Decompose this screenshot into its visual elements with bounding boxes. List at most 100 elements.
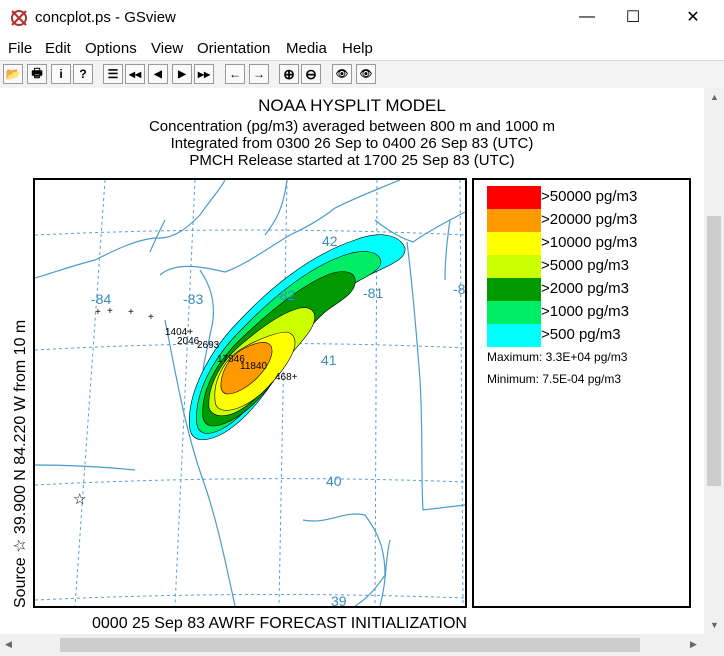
concentration-map: -84 -83 -82 -81 -80 42 41 40 39 + + + + … (33, 178, 467, 608)
zoom-in-button[interactable]: ⊕ (279, 64, 299, 84)
legend-label: >500 pg/m3 (541, 326, 621, 343)
prev-page-button[interactable]: ◀ (148, 64, 168, 84)
menu-orientation[interactable]: Orientation (197, 40, 271, 57)
legend-label: >5000 pg/m3 (541, 257, 629, 274)
last-page-button[interactable]: ▶▶ (194, 64, 214, 84)
station-value-4: 17846 (217, 354, 245, 365)
station-value-2: 2046 (177, 336, 200, 347)
horizontal-scrollbar[interactable]: ◀ ▶ (0, 634, 704, 656)
station-plus-1: + (95, 307, 101, 318)
last-page-icon: ▶▶ (197, 69, 211, 79)
first-page-button[interactable]: ◀◀ (125, 64, 145, 84)
map-grid (35, 180, 465, 606)
legend-label: >1000 pg/m3 (541, 303, 629, 320)
scroll-right-icon[interactable]: ▶ (690, 639, 697, 649)
map-boundaries (35, 180, 465, 606)
toolbar: 📂 🖶 i ? ☰ ◀◀ ◀ ▶ ▶▶ ← → ⊕ ⊖ 👁 👁 (0, 60, 724, 89)
lon-label-84: -84 (91, 291, 111, 307)
find-next-button[interactable]: 👁 (356, 64, 376, 84)
plume-contours (189, 234, 406, 440)
menu-options[interactable]: Options (85, 40, 137, 57)
zoom-out-button[interactable]: ⊖ (301, 64, 321, 84)
forward-button[interactable]: → (249, 64, 269, 84)
vertical-scroll-thumb[interactable] (707, 216, 721, 486)
help-icon: ? (79, 67, 87, 81)
find-icon: 👁 (335, 68, 349, 80)
open-icon: 📂 (5, 67, 21, 81)
legend-item: >500 pg/m3 (487, 324, 687, 347)
scroll-down-icon[interactable]: ▼ (710, 620, 719, 630)
legend-label: >50000 pg/m3 (541, 188, 638, 205)
close-icon: ✕ (686, 9, 700, 26)
legend-swatch (487, 278, 541, 301)
lat-label-41: 41 (321, 352, 337, 368)
goto-page-icon: ☰ (107, 67, 119, 81)
print-icon: 🖶 (31, 65, 43, 80)
forward-icon: → (253, 67, 265, 81)
legend: >50000 pg/m3 >20000 pg/m3 >10000 pg/m3 >… (472, 178, 691, 608)
vertical-scrollbar[interactable]: ▲ ▼ (704, 88, 724, 634)
legend-item: >1000 pg/m3 (487, 301, 687, 324)
back-icon: ← (229, 67, 241, 81)
info-icon: i (59, 67, 63, 81)
lon-label-80: -80 (453, 281, 465, 297)
map-svg: -84 -83 -82 -81 -80 42 41 40 39 + + + + … (35, 180, 465, 606)
legend-label: >2000 pg/m3 (541, 280, 629, 297)
back-button[interactable]: ← (225, 64, 245, 84)
window-title: concplot.ps - GSview (35, 9, 176, 26)
plot-subtitle-3: PMCH Release started at 1700 25 Sep 83 (… (189, 152, 515, 169)
source-label: Source ☆ 39.900 N 84.220 W from 10 m (12, 320, 29, 608)
menu-view[interactable]: View (151, 40, 184, 57)
find-next-icon: 👁 (359, 68, 373, 80)
zoom-in-icon: ⊕ (283, 65, 295, 82)
station-plus-2: + (107, 306, 113, 317)
lat-label-40: 40 (326, 473, 342, 489)
contour-20000 (220, 342, 273, 395)
menu-media[interactable]: Media (286, 40, 327, 57)
horizontal-scroll-thumb[interactable] (60, 638, 640, 652)
legend-label: >10000 pg/m3 (541, 234, 638, 251)
find-button[interactable]: 👁 (332, 64, 352, 84)
plot-title: NOAA HYSPLIT MODEL (258, 96, 446, 115)
source-star-icon: ☆ (73, 490, 86, 508)
legend-label: >20000 pg/m3 (541, 211, 638, 228)
scroll-up-icon[interactable]: ▲ (710, 92, 719, 102)
legend-item: >50000 pg/m3 (487, 186, 687, 209)
lon-label-81: -81 (363, 285, 383, 301)
legend-minimum: Minimum: 7.5E-04 pg/m3 (487, 372, 622, 386)
menu-bar: File Edit Options View Orientation Media… (0, 37, 724, 59)
menu-file[interactable]: File (8, 40, 33, 57)
station-plus-4: + (148, 312, 154, 323)
goto-page-button[interactable]: ☰ (103, 64, 123, 84)
open-button[interactable]: 📂 (3, 64, 23, 84)
plot-subtitle-2: Integrated from 0300 26 Sep to 0400 26 S… (170, 135, 534, 152)
document-view[interactable]: NOAA HYSPLIT MODEL Concentration (pg/m3)… (0, 88, 704, 634)
close-button[interactable]: ✕ (670, 0, 716, 34)
station-value-5: 11840 (240, 361, 268, 372)
legend-swatch (487, 324, 541, 347)
legend-swatch (487, 301, 541, 324)
station-value-1: 1404+ (165, 327, 193, 338)
info-button[interactable]: i (51, 64, 71, 84)
next-page-button[interactable]: ▶ (172, 64, 192, 84)
print-button[interactable]: 🖶 (27, 64, 47, 84)
maximize-button[interactable]: ☐ (610, 0, 656, 34)
station-value-3: 2693 (197, 340, 220, 351)
prev-page-icon: ◀ (154, 68, 162, 80)
legend-swatch (487, 232, 541, 255)
legend-swatch (487, 209, 541, 232)
menu-edit[interactable]: Edit (45, 40, 71, 57)
minimize-button[interactable]: — (564, 0, 610, 34)
legend-swatch (487, 255, 541, 278)
help-button[interactable]: ? (73, 64, 93, 84)
gsview-app-icon[interactable] (9, 8, 29, 28)
scroll-left-icon[interactable]: ◀ (5, 639, 12, 649)
station-value-6: 468+ (275, 372, 298, 383)
plot-subtitle-1: Concentration (pg/m3) averaged between 8… (148, 118, 556, 135)
scroll-corner (704, 634, 724, 656)
menu-help[interactable]: Help (342, 40, 373, 57)
legend-item: >5000 pg/m3 (487, 255, 687, 278)
maximize-icon: ☐ (625, 9, 641, 26)
source-label-container: Source ☆ 39.900 N 84.220 W from 10 m (1, 176, 31, 612)
legend-swatch (487, 186, 541, 209)
